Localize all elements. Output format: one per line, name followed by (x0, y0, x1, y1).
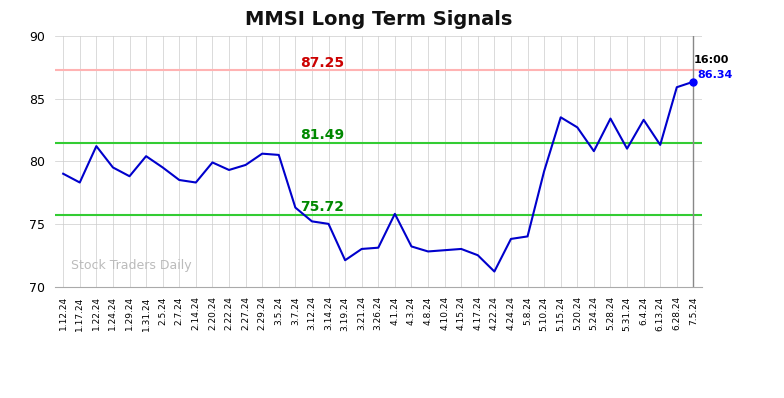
Text: 86.34: 86.34 (698, 70, 733, 80)
Text: Stock Traders Daily: Stock Traders Daily (71, 259, 192, 271)
Text: 87.25: 87.25 (299, 56, 344, 70)
Text: 75.72: 75.72 (300, 200, 344, 215)
Text: 16:00: 16:00 (693, 55, 729, 65)
Text: 81.49: 81.49 (299, 128, 344, 142)
Title: MMSI Long Term Signals: MMSI Long Term Signals (245, 10, 512, 29)
